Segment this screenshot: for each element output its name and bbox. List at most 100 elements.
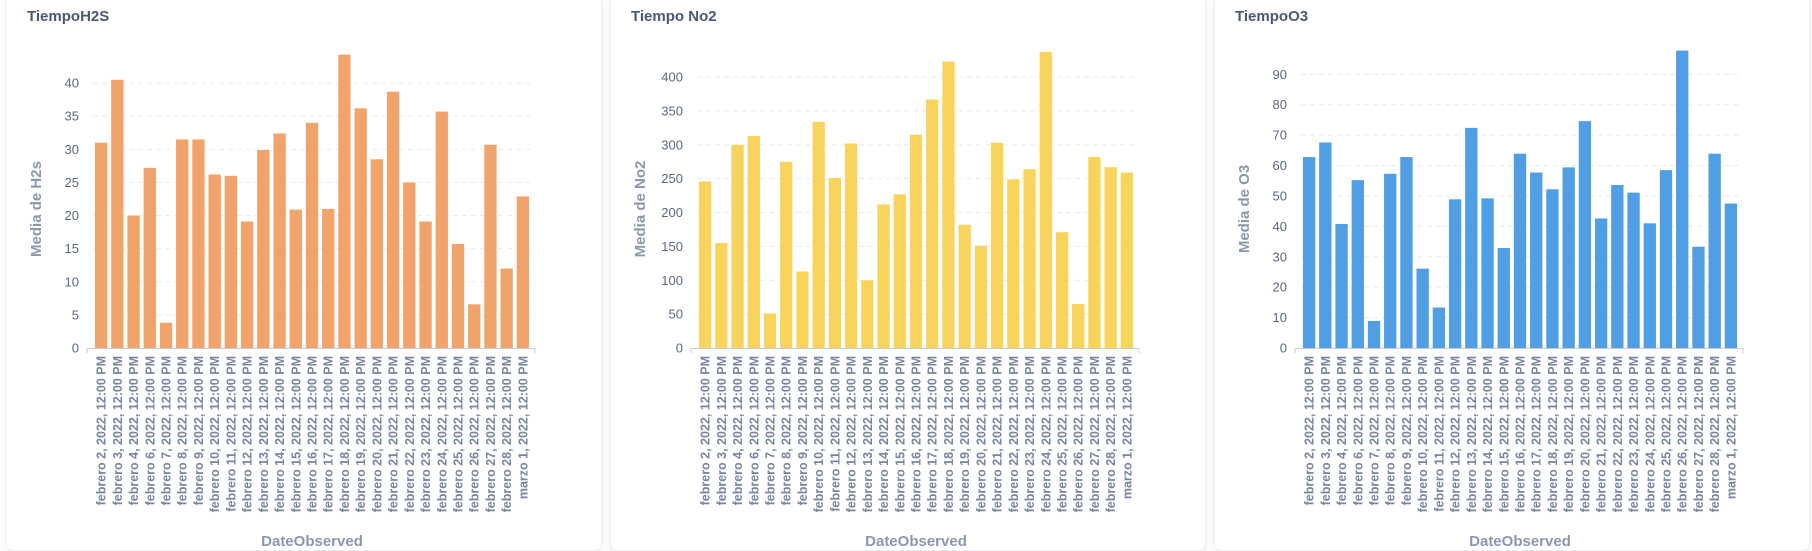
bar[interactable] [500,268,513,348]
bar[interactable] [468,304,481,348]
bar[interactable] [1708,153,1721,348]
bar[interactable] [861,280,874,348]
bar[interactable] [1023,169,1036,348]
bar[interactable] [1335,223,1348,348]
bar[interactable] [958,224,971,348]
bar[interactable] [289,209,302,348]
x-tick-label: febrero 10, 2022, 12:00 PM [1416,356,1430,512]
bar[interactable] [1546,189,1559,348]
bar[interactable] [1530,172,1543,348]
card-title[interactable]: TiempoO3 [1235,8,1309,25]
bar[interactable] [305,122,319,348]
x-tick-label: febrero 25, 2022, 12:00 PM [1660,356,1674,512]
bar[interactable] [1302,157,1316,348]
bar[interactable] [1072,303,1085,348]
bar[interactable] [1562,167,1575,348]
bar[interactable] [796,271,809,348]
bar[interactable] [386,91,400,348]
bar[interactable] [159,322,173,348]
bar[interactable] [1400,157,1413,348]
bar[interactable] [370,159,384,348]
bar[interactable] [1676,50,1689,349]
card-title[interactable]: TiempoH2S [27,8,110,25]
x-tick-label: febrero 6, 2022, 12:00 PM [1351,356,1365,505]
bar[interactable] [94,142,108,348]
bar[interactable] [322,208,335,348]
bar[interactable] [451,244,465,348]
bar[interactable] [435,111,448,348]
bar[interactable] [926,99,939,348]
bar[interactable] [1367,320,1381,348]
bar[interactable] [844,143,858,348]
bar[interactable] [1643,223,1656,348]
bar[interactable] [942,61,955,348]
bar[interactable] [1594,218,1608,348]
bar[interactable] [1007,179,1020,348]
bar[interactable] [731,144,744,348]
bar[interactable] [1104,167,1117,348]
bar[interactable] [877,204,890,348]
bar[interactable] [111,79,124,349]
bar[interactable] [403,182,416,348]
bar[interactable] [715,243,728,348]
bar[interactable] [1659,170,1673,348]
bar[interactable] [354,108,367,348]
bar[interactable] [1448,199,1462,348]
bar[interactable] [1120,172,1134,348]
x-tick-label: febrero 25, 2022, 12:00 PM [1056,356,1070,512]
bar[interactable] [127,215,140,348]
bar[interactable] [909,134,923,348]
bar[interactable] [1384,173,1397,348]
bar[interactable] [1055,232,1069,348]
bar[interactable] [273,133,286,348]
bar[interactable] [224,175,238,348]
bar[interactable] [143,167,156,348]
bar[interactable] [257,149,270,348]
x-tick-label: febrero 17, 2022, 12:00 PM [926,356,940,512]
bar[interactable] [419,221,432,348]
bar[interactable] [1432,307,1446,348]
x-tick-label: febrero 24, 2022, 12:00 PM [1643,356,1657,512]
bar[interactable] [1088,157,1101,348]
bar[interactable] [1513,153,1527,348]
bar[interactable] [1416,268,1429,348]
bar[interactable] [990,142,1004,348]
x-tick-label: febrero 8, 2022, 12:00 PM [176,356,190,505]
bar[interactable] [1692,246,1705,348]
bar[interactable] [176,139,189,348]
x-tick-label: febrero 26, 2022, 12:00 PM [468,356,482,512]
bar[interactable] [240,221,254,348]
bar[interactable] [1465,127,1478,348]
bar[interactable] [1611,185,1624,348]
bar[interactable] [1724,203,1738,348]
bar[interactable] [1481,198,1494,348]
bar[interactable] [516,196,530,348]
bar[interactable] [698,181,712,348]
chart-card-h2s: TiempoH2S 0 5 10 15 20 25 30 35 40 febrero 2, 202… [6,0,602,551]
bar[interactable] [1627,192,1640,348]
bar[interactable] [1578,121,1592,348]
bar[interactable] [208,174,221,348]
bar[interactable] [1319,142,1332,348]
bar[interactable] [338,54,351,348]
bar[interactable] [1039,52,1052,348]
bar[interactable] [812,121,825,348]
x-tick-label: febrero 2, 2022, 12:00 PM [699,356,713,505]
bar[interactable] [974,245,988,348]
bar[interactable] [893,194,906,348]
bar[interactable] [1351,180,1364,348]
bar[interactable] [1497,247,1510,348]
x-tick-label: febrero 12, 2022, 12:00 PM [241,356,255,512]
y-tick-label: 40 [65,76,79,91]
bar[interactable] [763,313,777,348]
x-tick-label: febrero 19, 2022, 12:00 PM [958,356,972,512]
bar[interactable] [192,139,205,348]
x-tick-label: febrero 13, 2022, 12:00 PM [257,356,271,512]
x-tick-label: febrero 14, 2022, 12:00 PM [1481,356,1495,512]
bar[interactable] [780,161,793,348]
x-tick-label: febrero 14, 2022, 12:00 PM [273,356,287,512]
bar[interactable] [828,178,842,348]
card-title[interactable]: Tiempo No2 [631,8,717,25]
bar[interactable] [747,136,760,348]
bar[interactable] [484,144,497,348]
